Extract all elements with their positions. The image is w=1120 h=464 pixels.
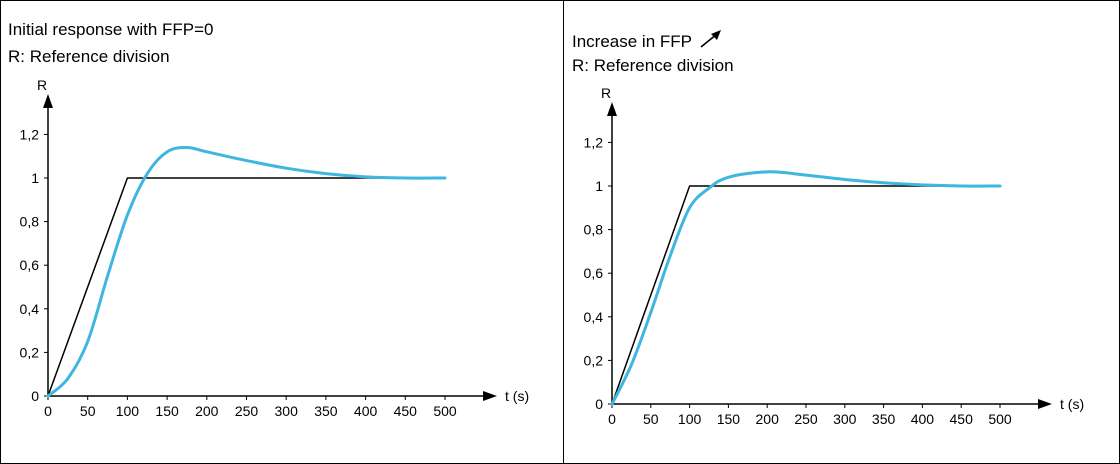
- x-axis-arrow: [483, 391, 497, 401]
- x-tick-label: 250: [794, 411, 818, 427]
- x-tick-label: 200: [195, 403, 219, 419]
- y-tick-label: 0: [31, 388, 39, 404]
- x-tick-label: 500: [433, 403, 457, 419]
- x-axis-label: t (s): [505, 388, 529, 404]
- y-tick-label: 0,4: [20, 301, 40, 317]
- response-curve: [46, 145, 447, 398]
- x-tick-label: 0: [44, 403, 52, 419]
- x-tick-label: 500: [988, 411, 1012, 427]
- x-tick-label: 50: [643, 411, 659, 427]
- panel-divider: [563, 0, 564, 464]
- y-tick-label: 0,2: [584, 352, 604, 368]
- response-curve: [610, 170, 1002, 406]
- y-tick-label: 1,2: [584, 134, 604, 150]
- x-axis-arrow: [1038, 399, 1052, 409]
- x-tick-label: 250: [235, 403, 259, 419]
- x-axis-label: t (s): [1060, 396, 1084, 412]
- x-tick-label: 300: [833, 411, 857, 427]
- y-tick-label: 1: [595, 178, 603, 194]
- panel-subtitle: R: Reference division: [572, 56, 734, 75]
- panel-title-text: Increase in FFP: [572, 31, 692, 51]
- x-tick-label: 450: [394, 403, 418, 419]
- x-tick-label: 450: [950, 411, 974, 427]
- y-tick-label: 0,4: [584, 309, 604, 325]
- x-tick-label: 100: [678, 411, 702, 427]
- y-tick-label: 0,6: [584, 265, 604, 281]
- y-axis-label: R: [37, 77, 47, 93]
- x-tick-label: 350: [314, 403, 338, 419]
- panel-title: Increase in FFP: [572, 28, 724, 55]
- x-tick-label: 100: [116, 403, 140, 419]
- x-tick-label: 150: [155, 403, 179, 419]
- x-tick-label: 0: [608, 411, 616, 427]
- reference-line: [47, 177, 446, 397]
- y-axis-arrow: [607, 102, 617, 116]
- y-axis-label: R: [601, 85, 611, 101]
- response-chart-ffp-increased: Rt (s) 0 50 100 150 200 250 300 350 400 450 500 0 0,2…: [584, 85, 1085, 427]
- y-tick-label: 0,6: [20, 257, 40, 273]
- y-tick-label: 1,2: [20, 126, 40, 142]
- panel-subtitle: R: Reference division: [8, 47, 170, 66]
- arrow-up-right-icon: [698, 28, 724, 55]
- y-tick-label: 0: [595, 396, 603, 412]
- panel-title: Initial response with FFP=0: [8, 20, 214, 39]
- x-tick-label: 200: [756, 411, 780, 427]
- x-tick-label: 300: [275, 403, 299, 419]
- x-tick-label: 50: [80, 403, 96, 419]
- panel-initial-response: Initial response with FFP=0 R: Reference…: [8, 20, 530, 419]
- y-tick-label: 1: [31, 170, 39, 186]
- x-tick-label: 400: [354, 403, 378, 419]
- y-tick-label: 0,8: [20, 214, 40, 230]
- x-tick-label: 400: [911, 411, 935, 427]
- x-tick-label: 350: [872, 411, 896, 427]
- y-tick-label: 0,8: [584, 222, 604, 238]
- x-tick-label: 150: [717, 411, 741, 427]
- reference-line: [611, 185, 1001, 405]
- y-tick-label: 0,2: [20, 344, 40, 360]
- y-axis-arrow: [43, 94, 53, 108]
- response-chart-ffp-0: Rt (s) 0 50 100 150 200 250 300 350 400 450 500 0 0,2…: [20, 77, 530, 419]
